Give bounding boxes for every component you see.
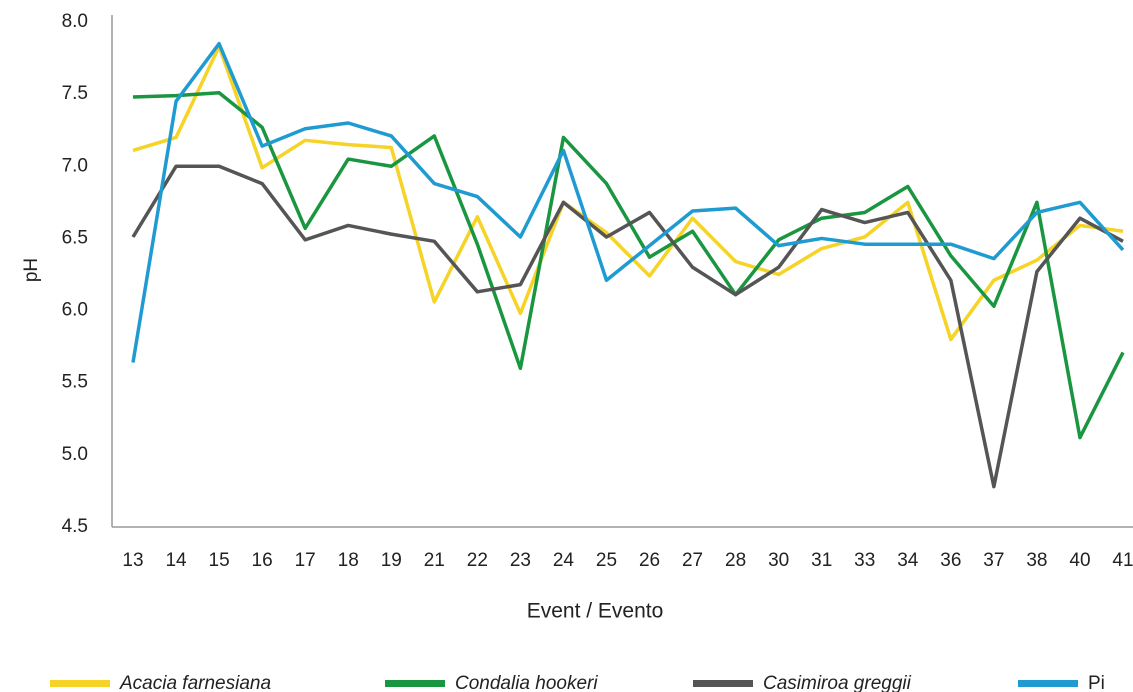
- series-line: [132, 44, 1124, 342]
- x-tick-label: 13: [122, 550, 143, 571]
- y-tick-label: 4.5: [62, 516, 88, 537]
- y-axis-label: pH: [21, 258, 42, 282]
- x-tick-label: 14: [165, 550, 187, 571]
- x-tick-label: 34: [897, 550, 919, 571]
- y-tick-label: 6.0: [62, 300, 88, 321]
- x-tick-label: 41: [1112, 550, 1133, 571]
- x-tick-label: 17: [295, 550, 316, 571]
- x-axis-label: Event / Evento: [527, 600, 664, 623]
- x-tick-label: 28: [725, 550, 746, 571]
- series-line: [132, 90, 1125, 440]
- x-tick-label: 19: [381, 550, 402, 571]
- legend-label: Pi: [1088, 673, 1105, 692]
- x-tick-label: 36: [940, 550, 961, 571]
- x-tick-label: 22: [467, 550, 488, 571]
- x-tick-label: 21: [424, 550, 445, 571]
- series-line: [131, 41, 1125, 363]
- x-tick-label: 15: [209, 550, 230, 571]
- x-tick-label: 16: [252, 550, 273, 571]
- x-tick-label: 27: [682, 550, 703, 571]
- y-tick-label: 7.5: [62, 83, 88, 104]
- y-tick-label: 5.5: [62, 372, 88, 393]
- y-tick-label: 7.0: [62, 155, 88, 176]
- legend-swatch: [50, 680, 110, 687]
- x-tick-label: 40: [1069, 550, 1090, 571]
- x-tick-label: 18: [338, 550, 359, 571]
- legend-label: Acacia farnesiana: [119, 673, 271, 692]
- x-tick-label: 24: [553, 550, 575, 571]
- x-tick-label: 37: [983, 550, 1004, 571]
- y-tick-label: 5.0: [62, 444, 88, 465]
- x-tick-label: 23: [510, 550, 531, 571]
- legend-swatch: [693, 680, 753, 687]
- series-line: [131, 164, 1124, 489]
- x-tick-label: 33: [854, 550, 875, 571]
- y-tick-label: 8.0: [62, 11, 88, 32]
- x-tick-label: 26: [639, 550, 660, 571]
- x-tick-label: 25: [596, 550, 617, 571]
- x-tick-label: 31: [811, 550, 832, 571]
- y-tick-label: 6.5: [62, 227, 88, 248]
- legend-label: Condalia hookeri: [455, 673, 598, 692]
- x-tick-label: 38: [1026, 550, 1047, 571]
- legend-label: Casimiroa greggii: [763, 673, 912, 692]
- legend-swatch: [385, 680, 445, 687]
- legend-swatch: [1018, 680, 1078, 687]
- x-tick-label: 30: [768, 550, 789, 571]
